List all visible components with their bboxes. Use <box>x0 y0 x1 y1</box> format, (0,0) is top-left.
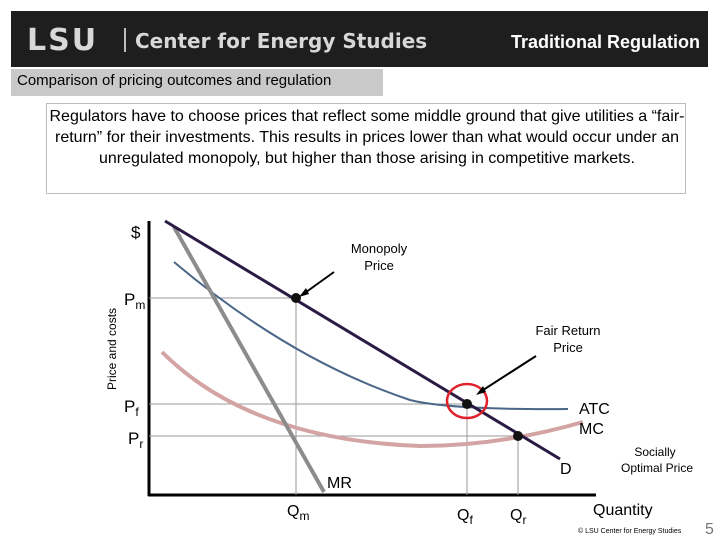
fair-return-annotation-line1: Fair Return <box>535 323 600 338</box>
y-axis-title: Price and costs <box>105 308 119 390</box>
fair-return-arrowhead <box>476 386 486 395</box>
demand-line <box>164 219 561 461</box>
y-axis-symbol: $ <box>131 223 141 242</box>
x-axis-title: Quantity <box>593 502 653 519</box>
fair-return-annotation-line2: Price <box>553 340 583 355</box>
mr-line <box>172 226 326 493</box>
monopoly-arrowhead <box>299 288 309 297</box>
qm-label: Qm <box>287 503 309 523</box>
qr-label: Qr <box>510 507 526 527</box>
fair-return-point <box>462 399 472 409</box>
explanation-box: Regulators have to choose prices that re… <box>46 103 686 194</box>
fair-return-highlight <box>445 382 489 420</box>
footer-copyright: © LSU Center for Energy Studies <box>578 528 682 535</box>
monopoly-price-annotation-line2: Price <box>364 258 394 273</box>
org-name: Center for Energy Studies <box>135 29 428 53</box>
qf-label: Qf <box>457 507 473 527</box>
monopoly-point <box>291 293 301 303</box>
demand-label: D <box>560 461 572 478</box>
mr-label: MR <box>327 475 352 492</box>
explanation-text: Regulators have to choose prices that re… <box>49 108 685 167</box>
atc-label: ATC <box>579 401 610 418</box>
socially-optimal-point <box>513 431 523 441</box>
socially-optimal-annotation-line2: Optimal Price <box>621 461 693 475</box>
socially-optimal-annotation-line1: Socially <box>634 445 675 459</box>
fair-return-arrow <box>479 355 537 393</box>
page-number: 5 <box>705 521 714 538</box>
pm-label: Pm <box>124 290 145 312</box>
header-bar: LSU Center for Energy Studies Traditiona… <box>11 11 708 67</box>
slide-title: Traditional Regulation <box>510 32 700 52</box>
lsu-logo: LSU <box>27 23 99 58</box>
pr-label: Pr <box>128 429 143 451</box>
atc-curve <box>173 261 569 411</box>
pf-label: Pf <box>124 397 139 419</box>
mc-label: MC <box>579 421 604 438</box>
logo-divider <box>124 28 126 52</box>
monopoly-price-annotation-line1: Monopoly <box>351 241 408 256</box>
subheader-text: Comparison of pricing outcomes and regul… <box>17 72 332 89</box>
subheader-bar: Comparison of pricing outcomes and regul… <box>11 69 383 96</box>
